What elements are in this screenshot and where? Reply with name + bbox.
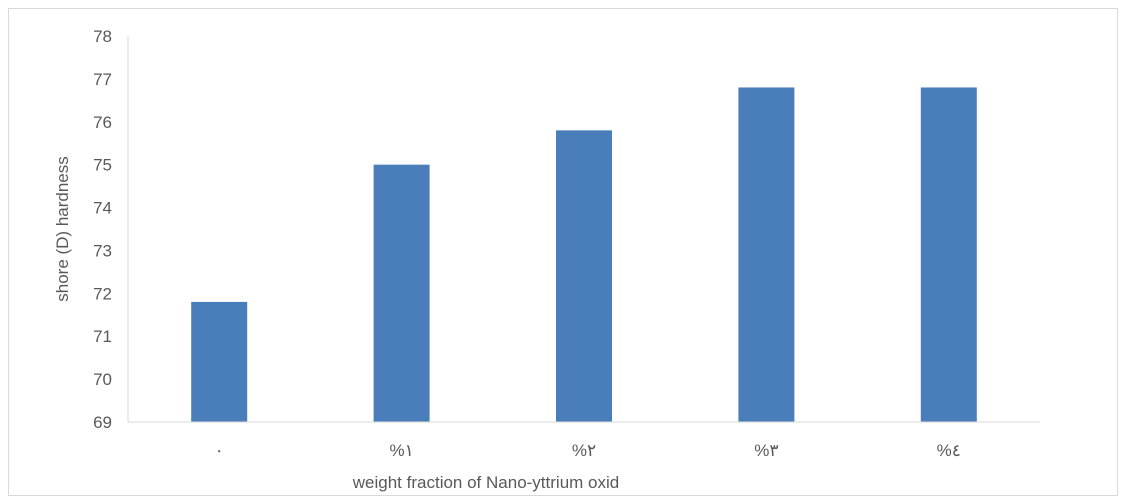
x-axis-title: weight fraction of Nano-yttrium oxid bbox=[352, 473, 619, 492]
y-tick-label: 69 bbox=[93, 413, 112, 432]
bar bbox=[556, 130, 612, 422]
y-tick-label: 75 bbox=[93, 156, 112, 175]
y-tick-label: 71 bbox=[93, 327, 112, 346]
x-tick-label: %٣ bbox=[754, 441, 778, 460]
y-axis-ticks: 69 70 71 72 73 74 75 76 77 78 bbox=[93, 27, 112, 432]
y-tick-label: 73 bbox=[93, 241, 112, 260]
bars bbox=[191, 87, 977, 422]
x-axis-ticks: ٠ %١ %٢ %٣ %٤ bbox=[215, 441, 961, 460]
bar bbox=[373, 164, 430, 422]
y-tick-label: 74 bbox=[93, 199, 112, 218]
y-tick-label: 77 bbox=[93, 70, 112, 89]
y-axis-title: shore (D) hardness bbox=[53, 156, 72, 302]
x-tick-label: %١ bbox=[389, 441, 413, 460]
bar bbox=[191, 301, 248, 422]
y-tick-label: 78 bbox=[93, 27, 112, 46]
bar bbox=[738, 87, 795, 422]
y-tick-label: 70 bbox=[93, 370, 112, 389]
x-tick-label: ٠ bbox=[215, 441, 224, 460]
x-tick-label: %٤ bbox=[937, 441, 961, 460]
y-tick-label: 72 bbox=[93, 284, 112, 303]
y-tick-label: 76 bbox=[93, 113, 112, 132]
bar bbox=[920, 87, 977, 422]
x-tick-label: %٢ bbox=[572, 441, 596, 460]
